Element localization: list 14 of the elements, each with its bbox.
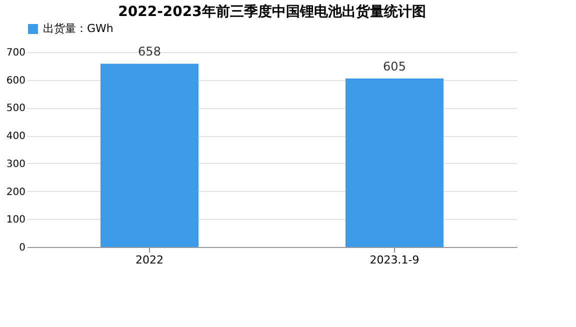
x-tick-label: 2023.1-9 bbox=[370, 254, 420, 266]
data-label: 658 bbox=[138, 44, 161, 59]
y-tick-label: 500 bbox=[6, 103, 26, 114]
y-tick-label: 100 bbox=[6, 214, 26, 226]
y-tick-label: 700 bbox=[6, 48, 26, 58]
legend-label: 出货量：GWh bbox=[43, 22, 114, 35]
chart-title: 2022-2023年前三季度中国锂电池出货量统计图 bbox=[118, 3, 426, 20]
y-tick-label: 0 bbox=[19, 242, 26, 254]
x-tick-label: 2022 bbox=[136, 254, 164, 266]
y-tick-label: 400 bbox=[6, 131, 26, 142]
y-tick-label: 200 bbox=[6, 186, 26, 198]
y-tick-label: 600 bbox=[6, 75, 26, 86]
data-label: 605 bbox=[383, 59, 406, 74]
y-tick-label: 300 bbox=[6, 158, 26, 170]
